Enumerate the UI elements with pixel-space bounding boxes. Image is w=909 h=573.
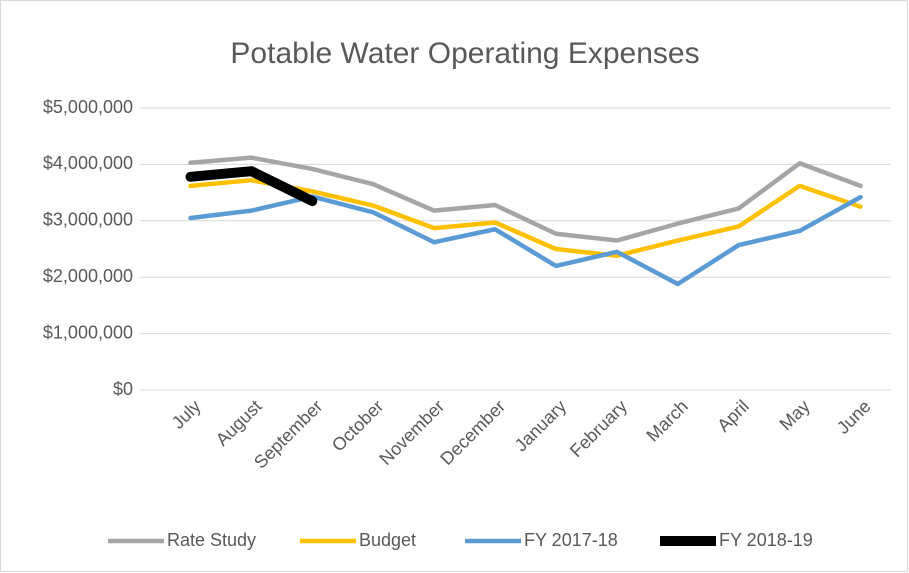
legend-label: FY 2017-18 [524, 530, 618, 550]
y-tick-label: $5,000,000 [43, 97, 133, 117]
series-line [185, 166, 318, 207]
y-tick-label: $2,000,000 [43, 266, 133, 286]
legend-label: Rate Study [167, 530, 256, 550]
chart-title: Potable Water Operating Expenses [230, 37, 699, 70]
y-tick-label: $0 [113, 379, 133, 399]
legend-label: Budget [359, 530, 416, 550]
y-tick-label: $1,000,000 [43, 322, 133, 342]
legend-label: FY 2018-19 [719, 530, 813, 550]
series-line [188, 155, 863, 243]
series-line [188, 177, 863, 259]
y-tick-label: $4,000,000 [43, 153, 133, 173]
y-tick-label: $3,000,000 [43, 210, 133, 230]
